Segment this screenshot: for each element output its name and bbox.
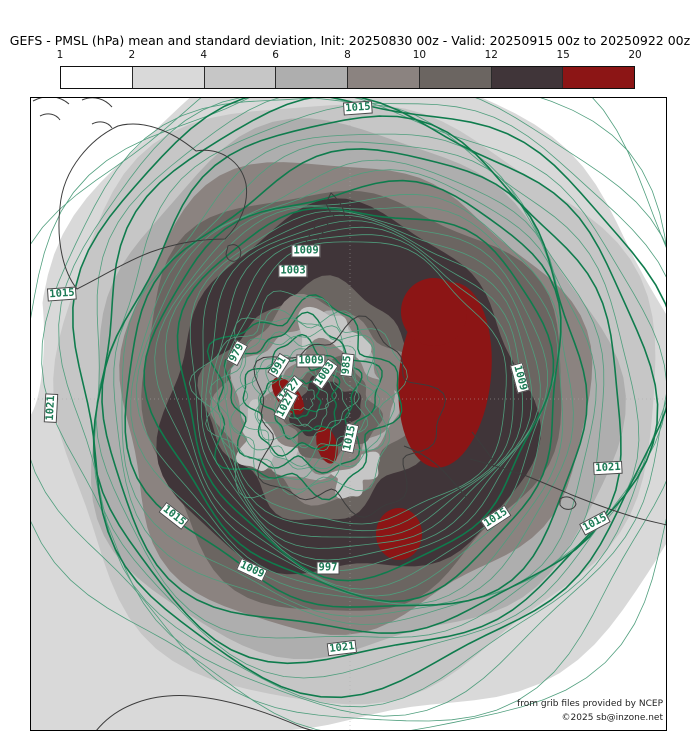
colorbar-segment [204,67,277,88]
colorbar-segment [276,67,348,88]
high-stddev-zones [271,278,492,560]
colorbar-tick: 10 [412,49,427,61]
colorbar-tick: 15 [556,49,570,61]
colorbar-tick: 1 [56,49,64,61]
colorbar-segment [61,67,133,88]
colorbar-tick: 2 [128,49,136,61]
colorbar-tick: 8 [344,49,351,61]
graticule [30,97,667,731]
colorbar-segment [419,67,492,88]
pmsl-contours [30,97,667,731]
map-area: 1015 1015 1009 1003 979 991 1009 1003 985 1027 102… [30,97,667,731]
credit-ncep: from grib files provided by NCEP [517,699,663,709]
colorbar-segment [348,67,420,88]
colorbar-segment [563,67,634,88]
colorbar-tick: 20 [628,49,642,61]
colorbar-tick: 4 [200,49,208,61]
credit-copyright: ©2025 sb@inzone.net [561,713,663,723]
colorbar-tick: 12 [484,49,498,61]
colorbar-segment [491,67,564,88]
map-border [30,97,667,731]
credits: from grib files provided by NCEP ©2025 s… [517,697,663,725]
chart-title: GEFS - PMSL (hPa) mean and standard devi… [9,33,691,48]
weather-map [30,97,667,731]
colorbar-ticks: 1 2 4 6 8 10 12 15 20 [56,49,642,63]
colorbar [60,66,635,89]
colorbar-tick: 6 [272,49,279,61]
coastlines [32,97,667,731]
colorbar-segment [132,67,205,88]
